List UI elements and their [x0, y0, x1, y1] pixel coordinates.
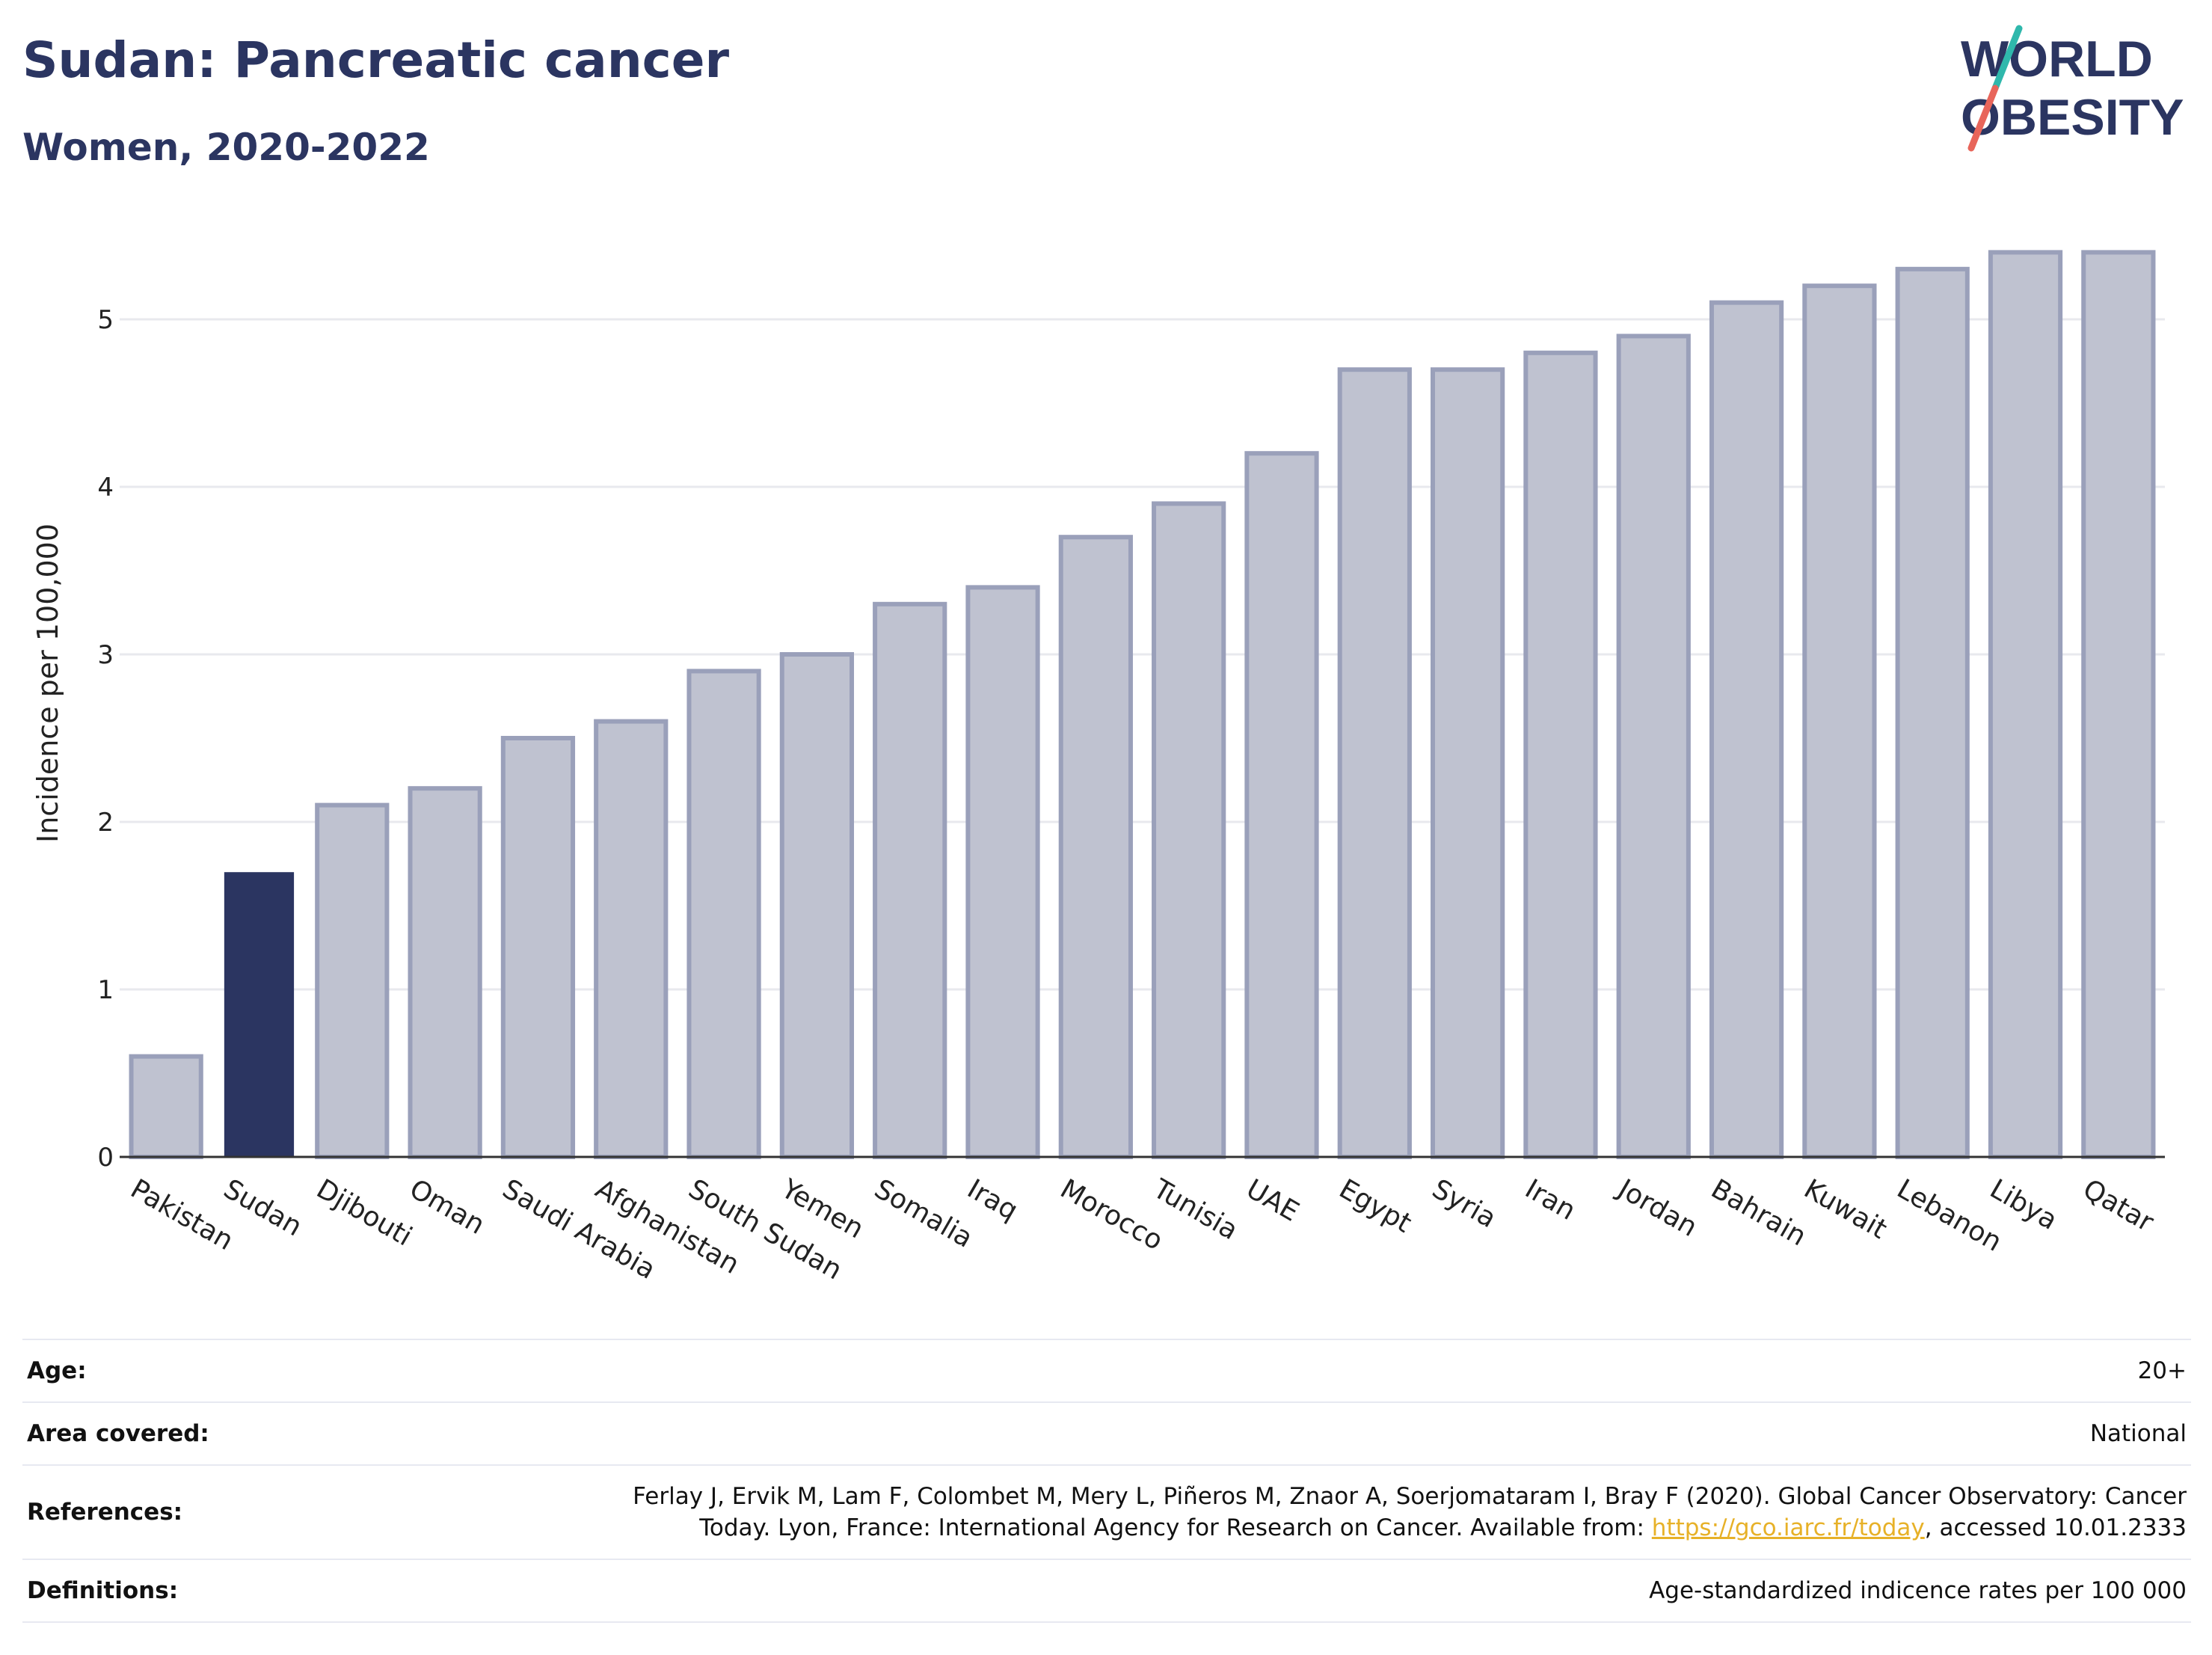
info-row-age: Age: 20+: [22, 1339, 2191, 1402]
x-tick-label: UAE: [1241, 1173, 1303, 1227]
x-tick-label: Egypt: [1334, 1173, 1416, 1238]
info-row-area: Area covered: National: [22, 1401, 2191, 1465]
y-tick-label: 5: [97, 305, 114, 335]
references-line1: Ferlay J, Ervik M, Lam F, Colombet M, Me…: [633, 1483, 2187, 1510]
area-value: National: [345, 1401, 2191, 1465]
bar-jordan: [1616, 334, 1691, 1159]
y-tick-label: 4: [97, 473, 114, 503]
area-label: Area covered:: [22, 1401, 345, 1465]
x-tick-label: Djibouti: [311, 1173, 417, 1252]
bar-lebanon: [1895, 266, 1970, 1159]
references-line2-pre: Today. Lyon, France: International Agenc…: [699, 1514, 1652, 1541]
page-subtitle: Women, 2020-2022: [22, 126, 430, 169]
x-tick-label: Jordan: [1612, 1173, 1702, 1243]
bar-uae: [1244, 451, 1319, 1159]
bar-qatar: [2081, 250, 2156, 1159]
references-value: Ferlay J, Ervik M, Lam F, Colombet M, Me…: [345, 1464, 2191, 1559]
x-tick-label: Iran: [1520, 1173, 1580, 1226]
y-tick-label: 1: [97, 975, 114, 1005]
bar-libya: [1988, 250, 2063, 1159]
references-label: References:: [22, 1464, 345, 1559]
definitions-label: Definitions:: [22, 1559, 345, 1623]
y-tick-label: 0: [97, 1143, 114, 1173]
bar-afghanistan: [594, 719, 669, 1159]
x-tick-label: Bahrain: [1706, 1173, 1811, 1252]
definitions-value: Age-standardized indicence rates per 100…: [345, 1559, 2191, 1623]
x-tick-label: Somalia: [869, 1173, 977, 1254]
bar-south-sudan: [686, 669, 761, 1159]
bar-morocco: [1058, 535, 1133, 1159]
info-row-references: References: Ferlay J, Ervik M, Lam F, Co…: [22, 1464, 2191, 1559]
logo-line2: OBESITY: [1961, 89, 2184, 146]
age-label: Age:: [22, 1339, 345, 1402]
bar-sudan: [224, 872, 295, 1157]
x-tick-label: Qatar: [2077, 1173, 2158, 1238]
info-row-definitions: Definitions: Age-standardized indicence …: [22, 1559, 2191, 1623]
y-tick-label: 2: [97, 808, 114, 838]
x-tick-label: Pakistan: [126, 1173, 239, 1256]
logo-slash-top: [1991, 25, 2023, 92]
bar-kuwait: [1802, 283, 1877, 1160]
references-line2-post: , accessed 10.01.2333: [1924, 1514, 2187, 1541]
bar-egypt: [1337, 367, 1412, 1160]
info-table: Age: 20+ Area covered: National Referenc…: [22, 1339, 2191, 1623]
x-tick-label: Oman: [405, 1173, 490, 1241]
bar-iran: [1523, 350, 1598, 1159]
y-tick-label: 3: [97, 640, 114, 670]
x-tick-label: Iraq: [962, 1173, 1023, 1226]
x-tick-label: Morocco: [1055, 1173, 1168, 1256]
bar-iraq: [965, 585, 1040, 1159]
bars: [129, 250, 2156, 1160]
bar-tunisia: [1152, 501, 1226, 1159]
bar-saudi-arabia: [500, 736, 576, 1159]
bar-somalia: [873, 601, 947, 1159]
bar-syria: [1430, 367, 1505, 1160]
x-tick-label: South Sudan: [683, 1173, 847, 1286]
bar-yemen: [779, 652, 855, 1159]
references-link[interactable]: https://gco.iarc.fr/today: [1651, 1514, 1925, 1541]
x-tick-label: Syria: [1427, 1173, 1501, 1234]
logo-slash-bottom: [1967, 85, 1999, 152]
x-tick-label: Kuwait: [1798, 1173, 1892, 1245]
age-value: 20+: [345, 1339, 2191, 1402]
logo-line1: WORLD: [1961, 31, 2153, 87]
page-title: Sudan: Pancreatic cancer: [22, 31, 730, 89]
bar-oman: [408, 786, 482, 1159]
y-axis-label: Incidence per 100,000: [31, 523, 64, 843]
bar-djibouti: [315, 802, 390, 1159]
bar-bahrain: [1709, 300, 1784, 1160]
x-tick-label: Lebanon: [1892, 1173, 2007, 1258]
bar-pakistan: [129, 1054, 203, 1159]
world-obesity-logo: WORLD OBESITY: [1961, 25, 2184, 152]
